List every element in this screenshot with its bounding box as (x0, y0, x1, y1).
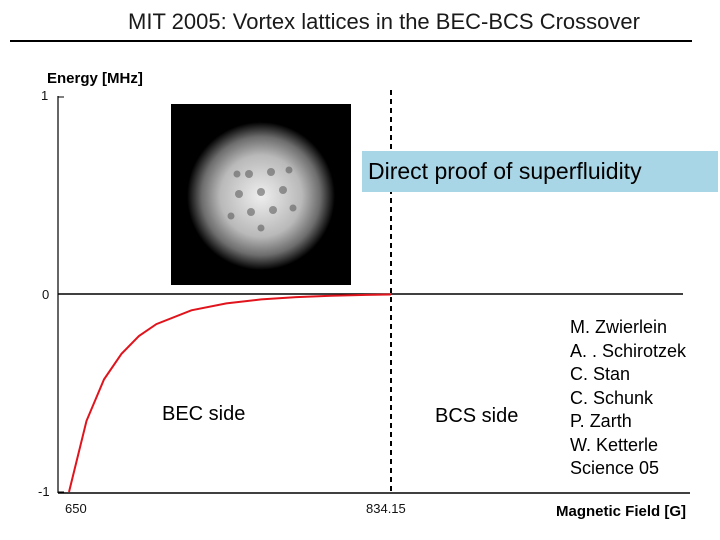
author-line: P. Zarth (570, 411, 632, 431)
x-axis-label: Magnetic Field [G] (556, 503, 687, 520)
vortex-lattice-image (171, 104, 351, 285)
y-tick-label: -1 (38, 484, 50, 499)
vortex-image-graphic (171, 104, 351, 285)
x-tick-label: 834.15 (366, 501, 406, 516)
slide-title: MIT 2005: Vortex lattices in the BEC-BCS… (128, 9, 640, 34)
superfluidity-callout: Direct proof of superfluidity (362, 151, 718, 192)
bec-side-label: BEC side (162, 403, 246, 425)
author-line: C. Stan (570, 364, 631, 384)
bcs-side-label: BCS side (435, 405, 519, 427)
vortex-cores (227, 166, 297, 232)
bound-state-curve (68, 293, 392, 493)
y-tick-label: 1 (41, 88, 49, 103)
title-underline (10, 40, 692, 42)
y-axis-label: Energy [MHz] (47, 70, 143, 87)
y-tick-label: 0 (42, 287, 50, 302)
x-tick-label: 650 (65, 501, 87, 516)
citation: Science 05 (570, 458, 660, 478)
author-line: A. . Schirotzek (570, 340, 687, 361)
author-line: W. Ketterle (570, 434, 659, 455)
author-line: M. Zwierlein (570, 317, 668, 337)
author-list: M. Zwierlein A. . Schirotzek C. Stan C. … (570, 316, 686, 481)
author-line: C. Schunk (570, 387, 654, 408)
